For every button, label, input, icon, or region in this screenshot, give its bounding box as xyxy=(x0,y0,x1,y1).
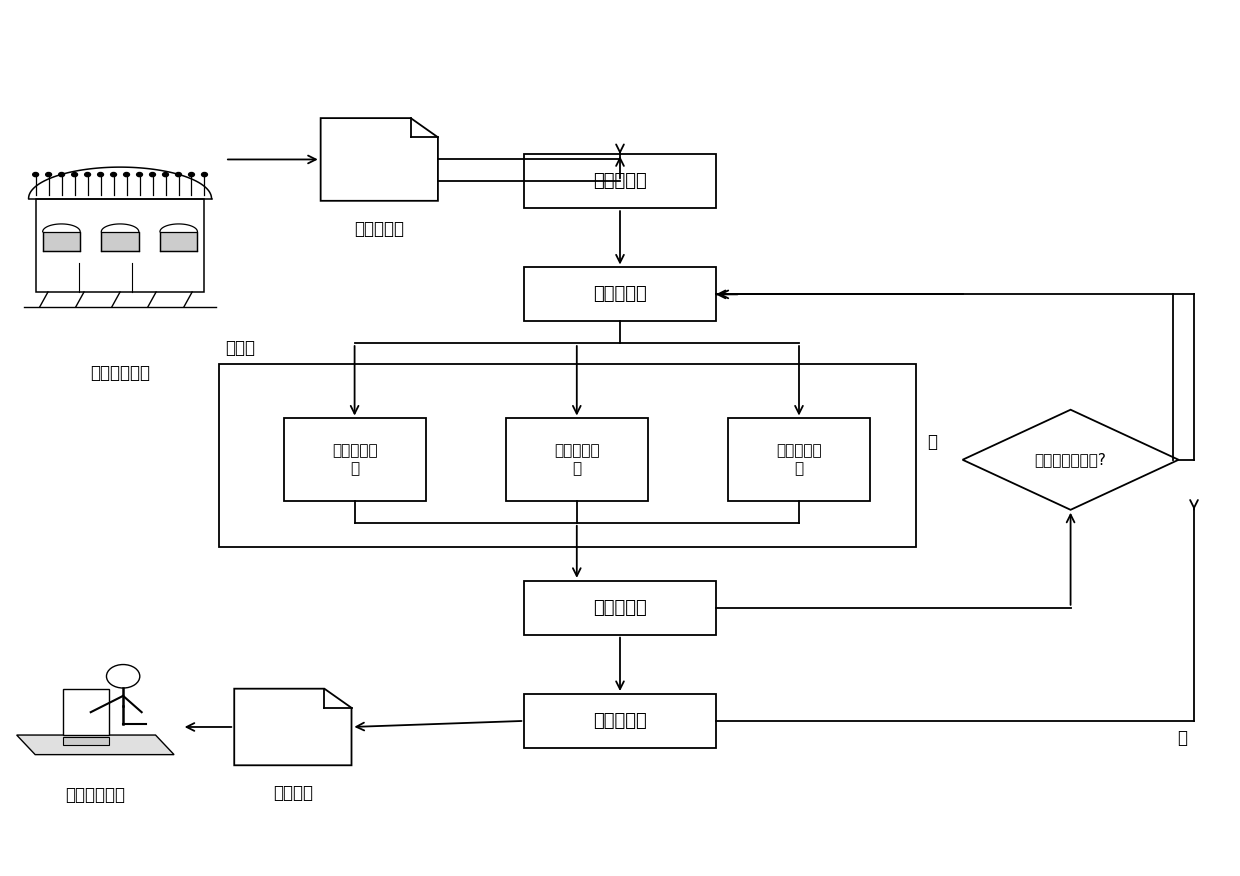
FancyBboxPatch shape xyxy=(506,419,647,501)
Text: 并行机: 并行机 xyxy=(224,339,255,357)
Polygon shape xyxy=(962,410,1178,510)
Text: 故障诊断模块: 故障诊断模块 xyxy=(66,786,125,804)
FancyBboxPatch shape xyxy=(728,419,870,501)
Circle shape xyxy=(124,173,129,177)
Text: 否: 否 xyxy=(926,434,936,451)
Circle shape xyxy=(107,665,140,688)
Circle shape xyxy=(32,173,38,177)
Circle shape xyxy=(72,173,78,177)
Text: 最小割集: 最小割集 xyxy=(273,784,312,802)
Text: 是: 是 xyxy=(1177,730,1187,747)
Circle shape xyxy=(202,173,207,177)
FancyBboxPatch shape xyxy=(36,199,205,292)
FancyBboxPatch shape xyxy=(525,267,715,321)
Text: 结果收集器: 结果收集器 xyxy=(593,598,647,617)
Polygon shape xyxy=(321,118,438,201)
Text: 模型解析器: 模型解析器 xyxy=(593,173,647,190)
FancyBboxPatch shape xyxy=(160,232,197,251)
Text: 计算引擎模
块: 计算引擎模 块 xyxy=(776,443,822,476)
Text: 故障树模型: 故障树模型 xyxy=(355,220,404,238)
Text: 顶节点处理完毕?: 顶节点处理完毕? xyxy=(1034,452,1106,467)
Text: 计算引擎模
块: 计算引擎模 块 xyxy=(332,443,377,476)
Circle shape xyxy=(110,173,117,177)
FancyBboxPatch shape xyxy=(525,581,715,635)
Text: 任务分发器: 任务分发器 xyxy=(593,286,647,303)
Text: 割集解析器: 割集解析器 xyxy=(593,712,647,730)
Text: 计算引擎模
块: 计算引擎模 块 xyxy=(554,443,600,476)
Circle shape xyxy=(58,173,64,177)
FancyBboxPatch shape xyxy=(218,364,916,547)
FancyBboxPatch shape xyxy=(525,694,715,748)
Circle shape xyxy=(162,173,169,177)
FancyBboxPatch shape xyxy=(102,232,139,251)
FancyBboxPatch shape xyxy=(525,154,715,208)
FancyBboxPatch shape xyxy=(42,232,81,251)
Circle shape xyxy=(98,173,103,177)
FancyBboxPatch shape xyxy=(284,419,425,501)
Circle shape xyxy=(150,173,155,177)
FancyBboxPatch shape xyxy=(63,737,109,745)
Text: 核反应堆系统: 核反应堆系统 xyxy=(91,364,150,382)
Polygon shape xyxy=(234,689,351,766)
Polygon shape xyxy=(63,689,109,735)
Circle shape xyxy=(136,173,143,177)
Circle shape xyxy=(176,173,181,177)
Circle shape xyxy=(46,173,52,177)
Circle shape xyxy=(188,173,195,177)
Polygon shape xyxy=(16,735,174,754)
Circle shape xyxy=(84,173,91,177)
